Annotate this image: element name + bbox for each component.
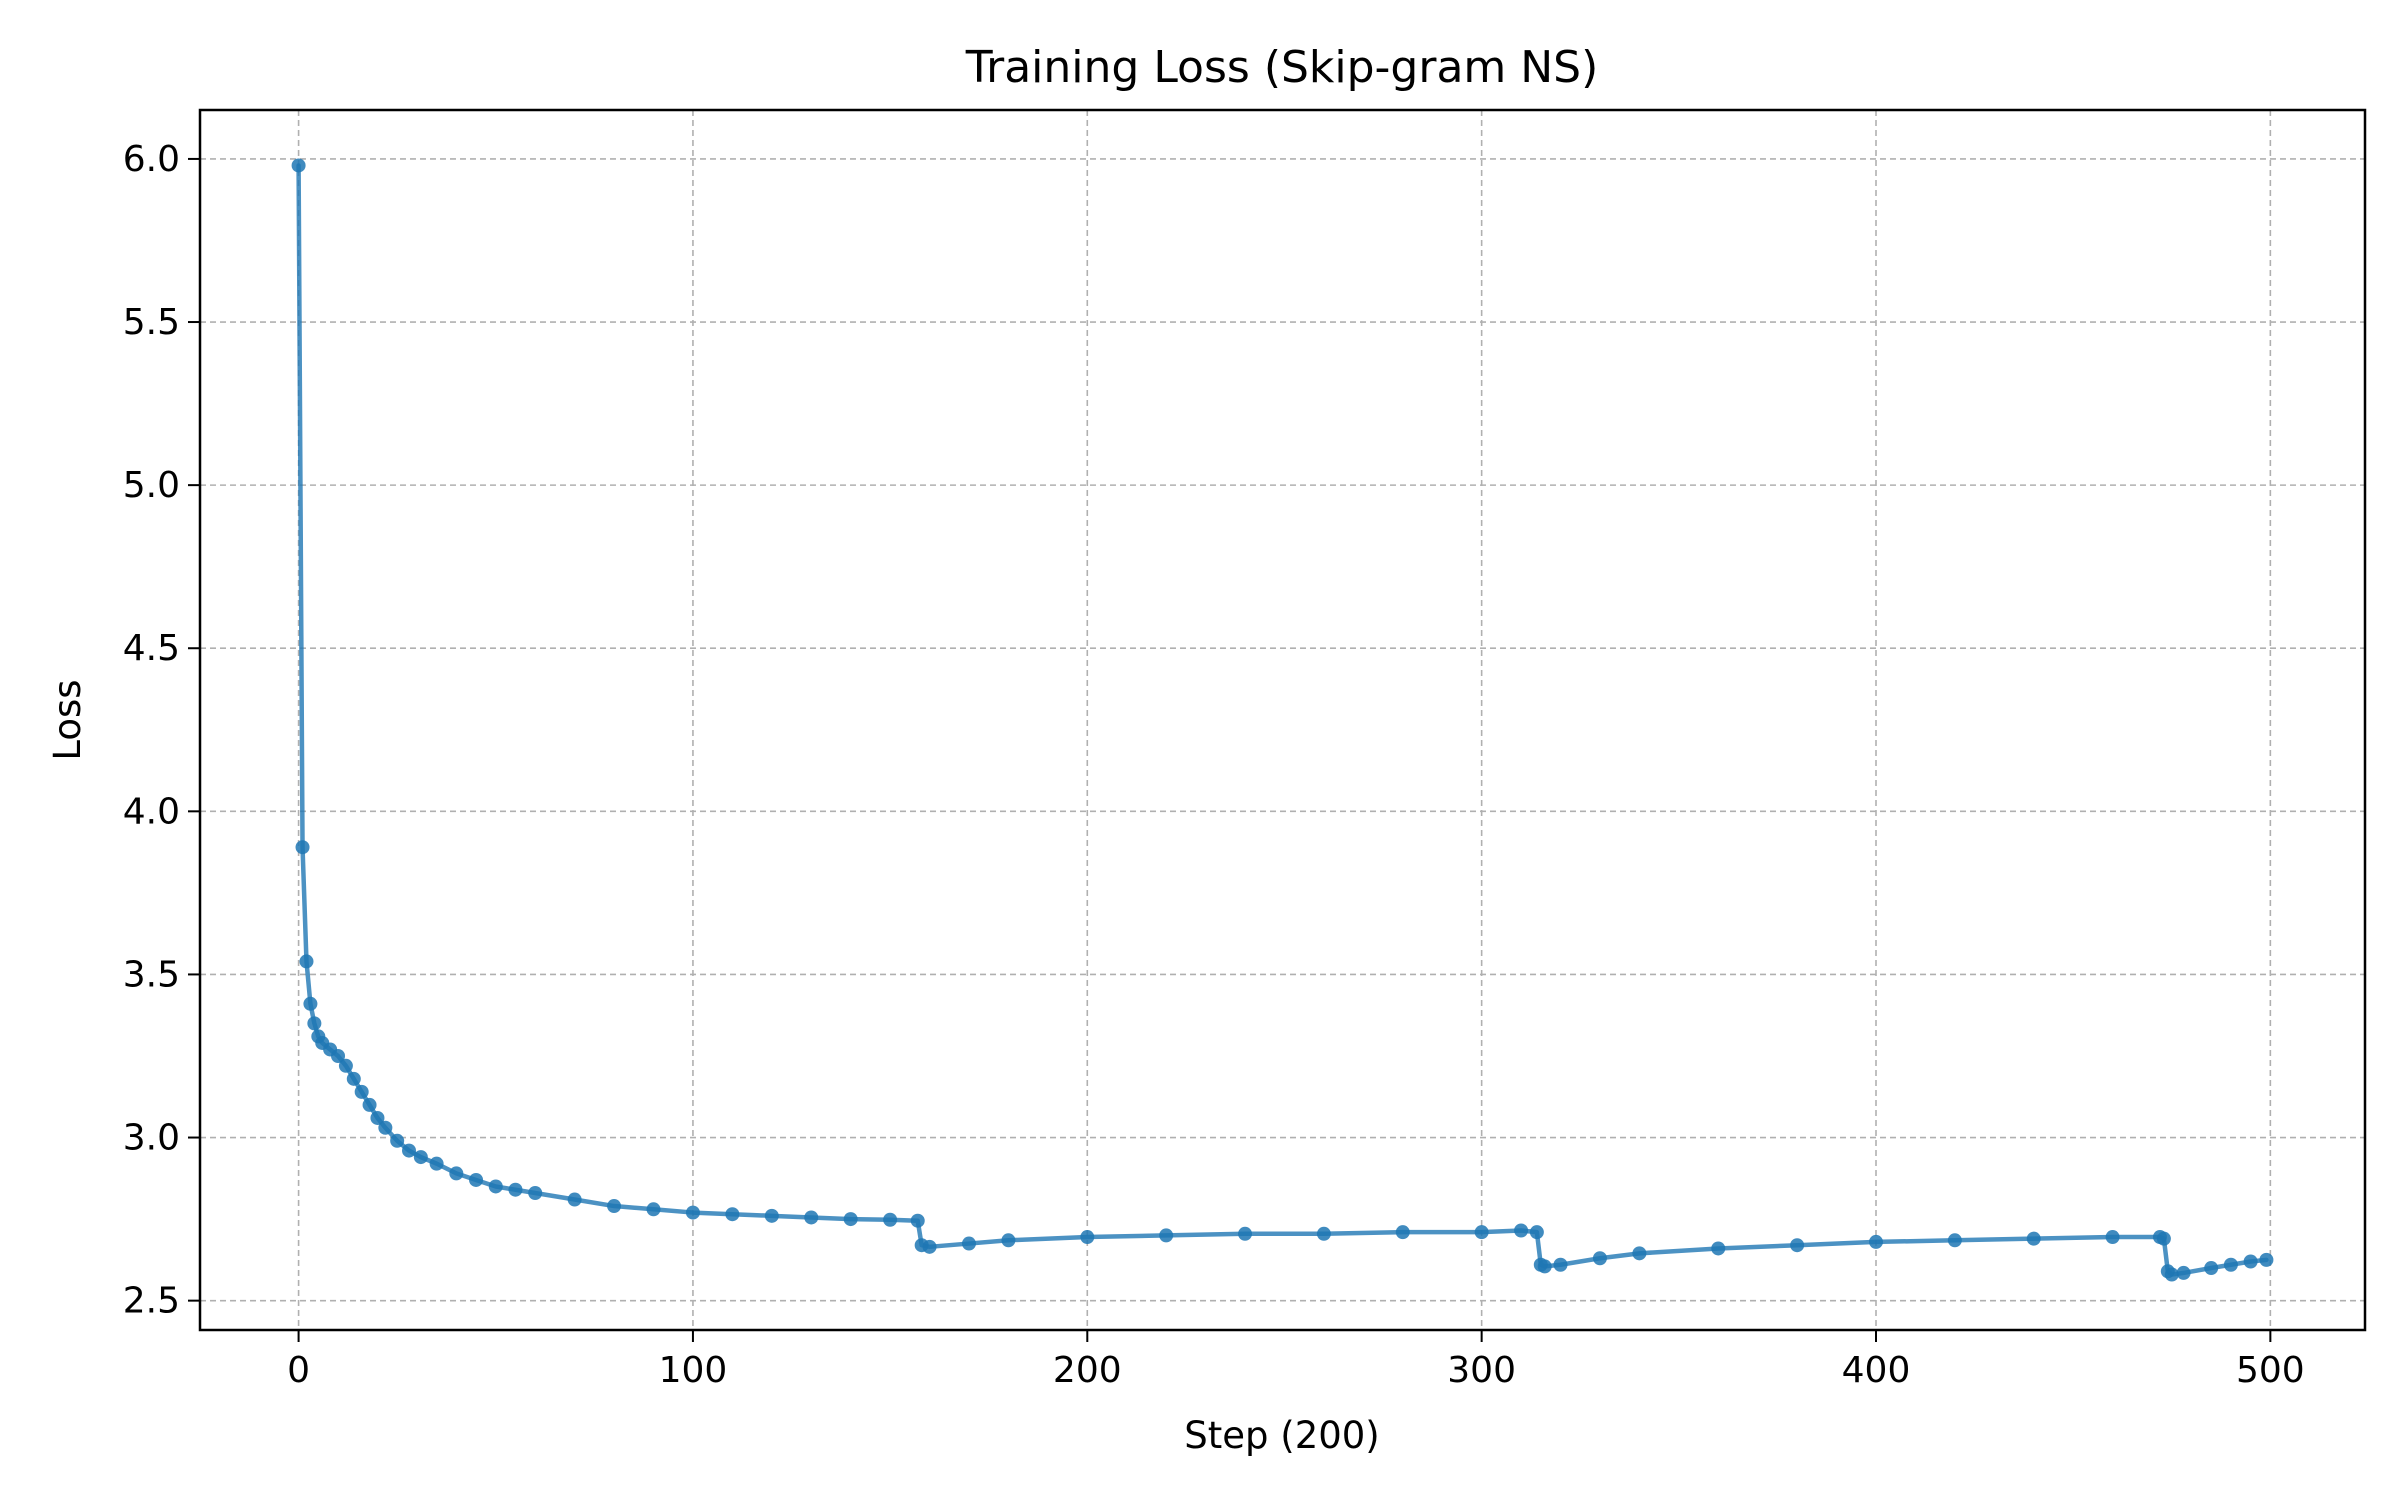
data-point [607, 1199, 622, 1214]
data-point [2204, 1261, 2219, 1276]
data-point [390, 1133, 405, 1148]
data-point [2176, 1265, 2191, 1280]
y-tick-label: 2.5 [123, 1281, 180, 1322]
grid [200, 110, 2365, 1330]
data-point [449, 1166, 464, 1181]
y-tick-label: 3.5 [123, 954, 180, 995]
x-tick-label: 200 [1053, 1350, 1122, 1391]
data-point [2223, 1257, 2238, 1272]
plot-frame [198, 108, 2367, 1332]
y-tick-label: 6.0 [123, 139, 180, 180]
data-point [2026, 1231, 2041, 1246]
data-point [843, 1212, 858, 1227]
x-tick-label: 400 [1842, 1350, 1911, 1391]
data-point [1947, 1233, 1962, 1248]
data-point [1159, 1228, 1174, 1243]
y-tick-label: 4.5 [123, 628, 180, 669]
data-point [1316, 1226, 1331, 1241]
x-tick-label: 300 [1447, 1350, 1516, 1391]
data-point [378, 1120, 393, 1135]
data-point [331, 1048, 346, 1063]
data-point [413, 1150, 428, 1165]
data-point [1395, 1225, 1410, 1240]
data-point [362, 1097, 377, 1112]
data-point [1080, 1230, 1095, 1245]
data-point [508, 1182, 523, 1197]
y-tick-label: 5.0 [123, 465, 180, 506]
data-point [354, 1084, 369, 1099]
data-point [1537, 1259, 1552, 1274]
data-point [1529, 1225, 1544, 1240]
data-point [1474, 1225, 1489, 1240]
data-point [402, 1143, 417, 1158]
data-point [1592, 1251, 1607, 1266]
x-tick-label: 500 [2236, 1350, 2305, 1391]
data-point [804, 1210, 819, 1225]
y-tick-label: 5.5 [123, 302, 180, 343]
data-point [922, 1239, 937, 1254]
data-point [2105, 1230, 2120, 1245]
data-point [1790, 1238, 1805, 1253]
data-point [488, 1179, 503, 1194]
data-point [764, 1208, 779, 1223]
data-point [2164, 1267, 2179, 1282]
data-point [1632, 1246, 1647, 1261]
data-point [883, 1212, 898, 1227]
data-point [910, 1213, 925, 1228]
data-point [299, 954, 314, 969]
data-point [346, 1071, 361, 1086]
y-tick-label: 4.0 [123, 791, 180, 832]
data-point [1238, 1226, 1253, 1241]
data-point [646, 1202, 661, 1217]
data-point [1711, 1241, 1726, 1256]
data-point [303, 996, 318, 1011]
data-point [2243, 1254, 2258, 1269]
data-point [1514, 1223, 1529, 1238]
ticks: 0 100 200 300 400 500 2.5 3.0 3.5 4.0 4.5 5.0 5.5 6.0 [123, 139, 2305, 1391]
data-point [307, 1016, 322, 1031]
data-point [725, 1207, 740, 1222]
data-point [567, 1192, 582, 1207]
data-point [370, 1110, 385, 1125]
x-tick-label: 0 [287, 1350, 310, 1391]
data-point [338, 1058, 353, 1073]
data-point [291, 158, 306, 173]
data-point [429, 1156, 444, 1171]
series [291, 158, 2274, 1282]
x-axis-label: Step (200) [1184, 1414, 1380, 1457]
data-point [2259, 1252, 2274, 1267]
data-point [1553, 1257, 1568, 1272]
data-point [1001, 1233, 1016, 1248]
y-axis-label: Loss [46, 679, 89, 760]
data-point [295, 840, 310, 855]
y-tick-label: 3.0 [123, 1118, 180, 1159]
data-point [528, 1185, 543, 1200]
data-point [961, 1236, 976, 1251]
data-point [469, 1172, 484, 1187]
chart-title: Training Loss (Skip-gram NS) [965, 42, 1599, 93]
data-point [685, 1205, 700, 1220]
data-point [2156, 1231, 2171, 1246]
x-tick-label: 100 [659, 1350, 728, 1391]
data-point [1869, 1234, 1883, 1249]
